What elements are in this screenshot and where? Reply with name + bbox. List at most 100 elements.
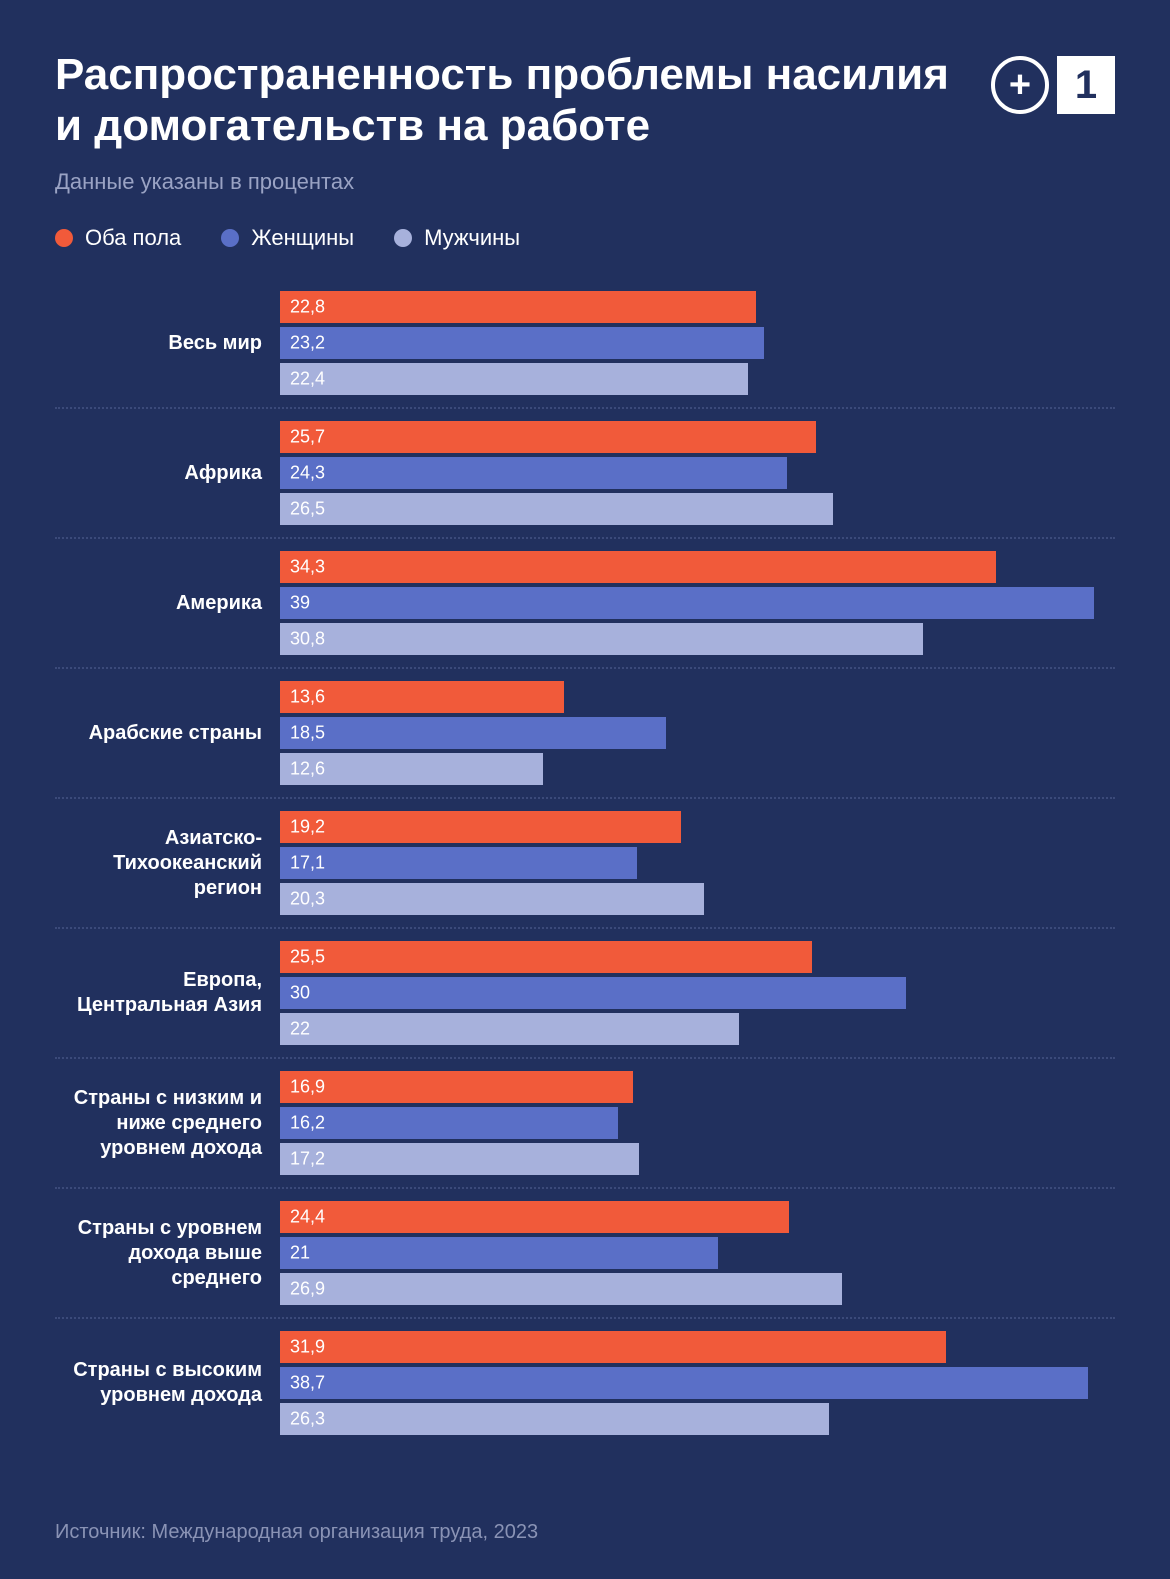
bar-value: 30	[290, 983, 310, 1004]
category-group: Америка34,33930,8	[55, 537, 1115, 667]
bar-women	[280, 847, 637, 879]
bar-women	[280, 717, 666, 749]
category-group: Арабские страны 13,6 18,5 12,6	[55, 667, 1115, 797]
bar-row-both: 24,4	[280, 1201, 1115, 1233]
category-label: Весь мир	[55, 331, 280, 356]
bar-row-women: 38,7	[280, 1367, 1115, 1399]
bar-row-men: 30,8	[280, 623, 1115, 655]
bars-container: 22,8 23,2 22,4	[280, 291, 1115, 395]
bar-value: 22	[290, 1019, 310, 1040]
chart-subtitle: Данные указаны в процентах	[55, 169, 1115, 195]
header: Распространенность проблемы насилия и до…	[55, 50, 1115, 151]
bar-row-men: 20,3	[280, 883, 1115, 915]
legend-label: Женщины	[251, 225, 354, 251]
category-group: Африка25,7 24,3 26,5	[55, 407, 1115, 537]
legend-label: Оба пола	[85, 225, 181, 251]
bar-value: 19,2	[290, 817, 325, 838]
bar-women	[280, 457, 787, 489]
bar-row-women: 24,3	[280, 457, 1115, 489]
bar-women	[280, 1367, 1088, 1399]
bar-men	[280, 623, 923, 655]
bar-value: 34,3	[290, 557, 325, 578]
bar-men	[280, 363, 748, 395]
bar-women	[280, 587, 1094, 619]
bar-both	[280, 1201, 789, 1233]
bar-women	[280, 1107, 618, 1139]
bar-value: 38,7	[290, 1373, 325, 1394]
category-label: Страны с высоким уровнем дохода	[55, 1358, 280, 1408]
bars-container: 13,6 18,5 12,6	[280, 681, 1115, 785]
bar-value: 17,1	[290, 853, 325, 874]
bar-value: 22,8	[290, 297, 325, 318]
bars-container: 25,5 30 22	[280, 941, 1115, 1045]
bar-chart: Весь мир 22,8 23,2 22,4 Африка25,7 24,3 26,5 Ам…	[55, 279, 1115, 1447]
bar-value: 12,6	[290, 759, 325, 780]
category-label: Азиатско-Тихоокеанский регион	[55, 826, 280, 901]
bar-row-men: 22,4	[280, 363, 1115, 395]
bar-women	[280, 327, 764, 359]
source-label: Источник: Международная организация труд…	[55, 1521, 538, 1544]
bar-both	[280, 551, 996, 583]
bar-row-men: 26,3	[280, 1403, 1115, 1435]
bar-row-both: 16,9	[280, 1071, 1115, 1103]
bar-value: 13,6	[290, 687, 325, 708]
bar-value: 31,9	[290, 1337, 325, 1358]
bar-men	[280, 1013, 739, 1045]
bar-row-both: 34,3	[280, 551, 1115, 583]
bar-row-men: 12,6	[280, 753, 1115, 785]
bar-row-women: 30	[280, 977, 1115, 1009]
category-group: Страны с уровнем дохода выше среднего24,…	[55, 1187, 1115, 1317]
bar-row-men: 26,5	[280, 493, 1115, 525]
bar-value: 24,4	[290, 1207, 325, 1228]
bar-value: 18,5	[290, 723, 325, 744]
bar-men	[280, 1143, 639, 1175]
bar-value: 26,3	[290, 1409, 325, 1430]
bars-container: 34,33930,8	[280, 551, 1115, 655]
bar-row-both: 22,8	[280, 291, 1115, 323]
legend-dot-icon	[55, 229, 73, 247]
bar-value: 20,3	[290, 889, 325, 910]
bar-row-men: 17,2	[280, 1143, 1115, 1175]
bar-row-both: 25,7	[280, 421, 1115, 453]
bar-row-both: 25,5	[280, 941, 1115, 973]
bar-value: 17,2	[290, 1149, 325, 1170]
bar-both	[280, 1071, 633, 1103]
bars-container: 24,4 21 26,9	[280, 1201, 1115, 1305]
category-label: Европа, Центральная Азия	[55, 968, 280, 1018]
bar-row-men: 26,9	[280, 1273, 1115, 1305]
bars-container: 16,9 16,2 17,2	[280, 1071, 1115, 1175]
bar-value: 26,9	[290, 1279, 325, 1300]
bar-value: 22,4	[290, 369, 325, 390]
logo-one-icon: 1	[1057, 56, 1115, 114]
bars-container: 25,7 24,3 26,5	[280, 421, 1115, 525]
category-label: Африка	[55, 461, 280, 486]
bar-both	[280, 291, 756, 323]
bar-value: 30,8	[290, 629, 325, 650]
bar-row-women: 17,1	[280, 847, 1115, 879]
legend-item-women: Женщины	[221, 225, 354, 251]
bars-container: 31,9 38,7 26,3	[280, 1331, 1115, 1435]
chart-title: Распространенность проблемы насилия и до…	[55, 50, 955, 151]
bar-value: 23,2	[290, 333, 325, 354]
bar-row-men: 22	[280, 1013, 1115, 1045]
category-label: Арабские страны	[55, 721, 280, 746]
bar-men	[280, 1273, 842, 1305]
bar-value: 24,3	[290, 463, 325, 484]
category-group: Страны с высоким уровнем дохода 31,9 38,7 2…	[55, 1317, 1115, 1447]
bar-men	[280, 1403, 829, 1435]
bar-both	[280, 1331, 946, 1363]
bar-men	[280, 883, 704, 915]
bar-row-both: 31,9	[280, 1331, 1115, 1363]
logo: + 1	[991, 56, 1115, 114]
bar-row-women: 16,2	[280, 1107, 1115, 1139]
bar-row-women: 23,2	[280, 327, 1115, 359]
category-group: Страны с низким и ниже среднего уровнем …	[55, 1057, 1115, 1187]
legend-item-both: Оба пола	[55, 225, 181, 251]
bar-row-women: 21	[280, 1237, 1115, 1269]
bar-value: 16,2	[290, 1113, 325, 1134]
bar-women	[280, 977, 906, 1009]
logo-plus-icon: +	[991, 56, 1049, 114]
category-group: Весь мир 22,8 23,2 22,4	[55, 279, 1115, 407]
bars-container: 19,2 17,1 20,3	[280, 811, 1115, 915]
bar-value: 25,5	[290, 947, 325, 968]
